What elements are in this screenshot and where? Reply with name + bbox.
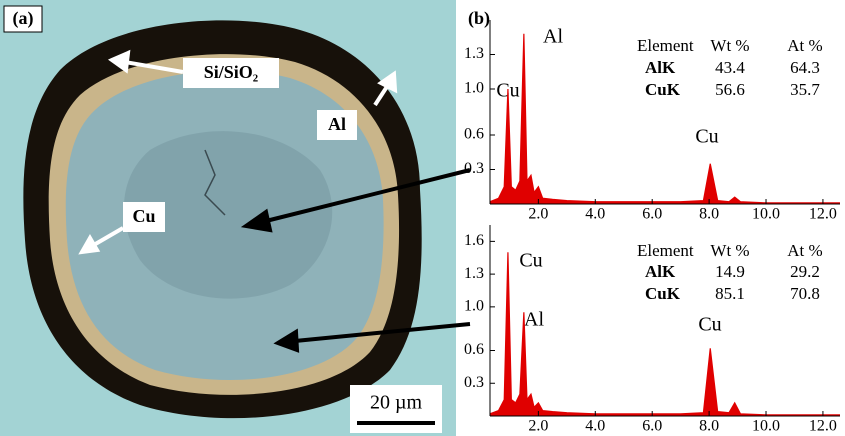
y-tick-label: 1.3 xyxy=(464,45,484,62)
table-cell: 35.7 xyxy=(790,80,820,99)
region-label: Al xyxy=(328,114,346,134)
table-header: At % xyxy=(787,241,822,260)
table-header: Element xyxy=(637,241,694,260)
micrograph: (a) Si/SiO₂ Al Cu 20 µm xyxy=(0,0,456,436)
table-row-label: CuK xyxy=(645,284,681,303)
spectrum-fill xyxy=(490,252,840,416)
y-tick-label: 1.0 xyxy=(464,298,484,315)
table-cell: 70.8 xyxy=(790,284,820,303)
scale-bar-label: 20 µm xyxy=(370,392,423,414)
table-row-label: AlK xyxy=(645,58,676,77)
table-cell: 64.3 xyxy=(790,58,820,77)
table-header: Wt % xyxy=(710,241,749,260)
x-tick-label: 6.0 xyxy=(642,418,662,435)
spectrum xyxy=(489,33,840,204)
peak-label: Al xyxy=(524,309,544,331)
region-label: Si/SiO₂ xyxy=(204,62,258,82)
panel-label: (a) xyxy=(13,8,34,29)
x-tick-label: 2.0 xyxy=(528,206,548,223)
y-tick-label: 0.6 xyxy=(464,341,484,358)
x-tick-label: 8.0 xyxy=(699,418,719,435)
y-tick-label: 1.0 xyxy=(464,80,484,97)
x-tick-label: 2.0 xyxy=(528,418,548,435)
panel-label: (b) xyxy=(468,8,490,29)
x-tick-label: 4.0 xyxy=(585,418,605,435)
y-tick-label: 0.6 xyxy=(464,126,484,143)
y-tick-label: 1.3 xyxy=(464,265,484,282)
table-header: Wt % xyxy=(710,36,749,55)
peak-label: Cu xyxy=(519,250,542,272)
x-tick-label: 4.0 xyxy=(585,206,605,223)
x-tick-label: 12.0 xyxy=(809,206,837,223)
table-cell: 56.6 xyxy=(715,80,745,99)
spectrum-fill xyxy=(490,33,840,204)
peak-label: Cu xyxy=(698,314,721,336)
table-cell: 43.4 xyxy=(715,58,745,77)
y-tick-label: 0.3 xyxy=(464,160,484,177)
table-cell: 85.1 xyxy=(715,284,745,303)
x-tick-label: 12.0 xyxy=(809,418,837,435)
x-tick-label: 10.0 xyxy=(752,418,780,435)
table-header: At % xyxy=(787,36,822,55)
peak-label: Al xyxy=(543,26,563,48)
table-cell: 29.2 xyxy=(790,262,820,281)
table-cell: 14.9 xyxy=(715,262,745,281)
x-tick-label: 10.0 xyxy=(752,206,780,223)
y-tick-label: 0.3 xyxy=(464,374,484,391)
table-header: Element xyxy=(637,36,694,55)
peak-label: Cu xyxy=(695,126,718,148)
table-row-label: CuK xyxy=(645,80,681,99)
table-row-label: AlK xyxy=(645,262,676,281)
x-tick-label: 6.0 xyxy=(642,206,662,223)
spectrum xyxy=(489,252,840,416)
y-tick-label: 1.6 xyxy=(464,232,484,249)
x-tick-label: 8.0 xyxy=(699,206,719,223)
region-label: Cu xyxy=(132,206,155,226)
